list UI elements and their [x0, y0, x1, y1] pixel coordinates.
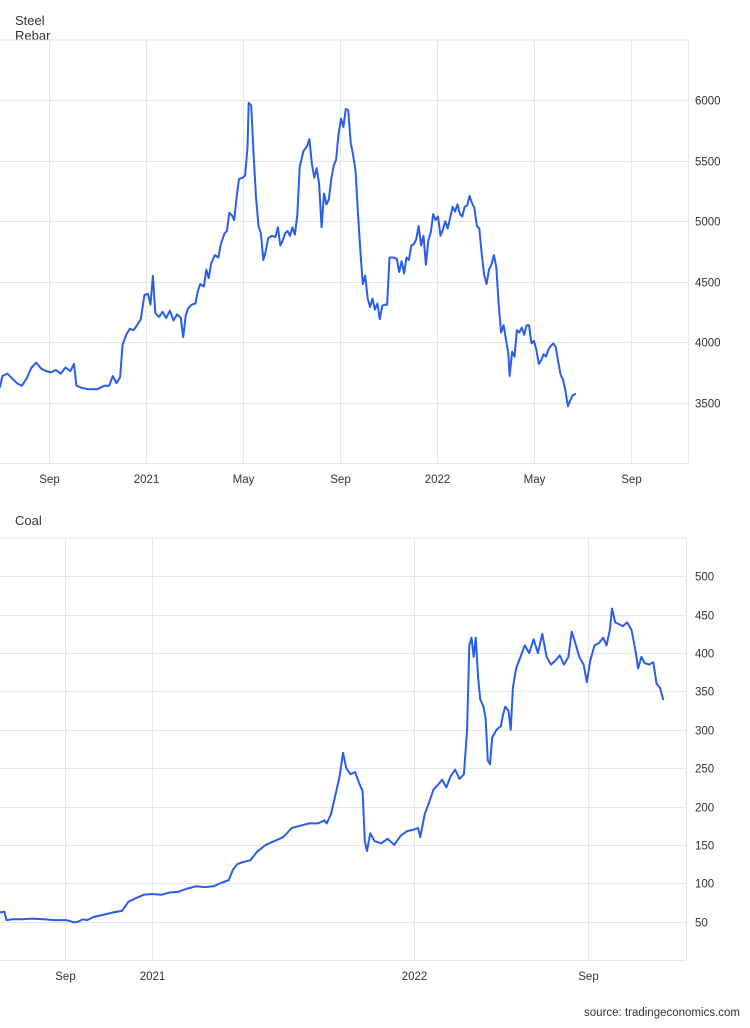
y-tick-label: 5000	[695, 217, 721, 229]
x-tick-label: Sep	[578, 971, 598, 983]
x-tick-label: 2021	[134, 474, 160, 486]
x-tick-label: 2022	[402, 971, 428, 983]
series-line	[0, 607, 665, 924]
chart-title: Steel Rebar	[15, 13, 51, 43]
x-tick-label: May	[233, 474, 255, 486]
source-credit: source: tradingeconomics.com	[584, 1007, 740, 1019]
x-tick-label: 2022	[425, 474, 451, 486]
y-tick-label: 6000	[695, 96, 721, 108]
y-tick-label: 5500	[695, 157, 721, 169]
series-line	[0, 101, 577, 408]
y-tick-label: 100	[695, 879, 714, 891]
y-tick-label: 400	[695, 649, 714, 661]
y-tick-label: 4000	[695, 338, 721, 350]
steel-rebar-plot: 3500 4000 4500 5000 5500 6000 Sep 2021 May Sep 202…	[0, 39, 721, 486]
x-tick-label: Sep	[621, 474, 641, 486]
y-tick-label: 200	[695, 803, 714, 815]
coal-plot: 50 100 150 200 250 300 350 400 450 500 Sep 2021 2022…	[0, 537, 714, 983]
y-tick-label: 4500	[695, 278, 721, 290]
x-tick-label: Sep	[39, 474, 59, 486]
x-tick-label: Sep	[330, 474, 350, 486]
y-tick-label: 150	[695, 841, 714, 853]
y-tick-label: 500	[695, 572, 714, 584]
y-tick-label: 300	[695, 726, 714, 738]
x-tick-label: May	[524, 474, 546, 486]
y-tick-label: 50	[695, 918, 708, 930]
y-tick-label: 3500	[695, 399, 721, 411]
y-tick-label: 450	[695, 611, 714, 623]
x-tick-label: Sep	[55, 971, 75, 983]
y-tick-label: 350	[695, 687, 714, 699]
chart-title: Coal	[15, 513, 42, 528]
x-tick-label: 2021	[140, 971, 166, 983]
y-tick-label: 250	[695, 764, 714, 776]
